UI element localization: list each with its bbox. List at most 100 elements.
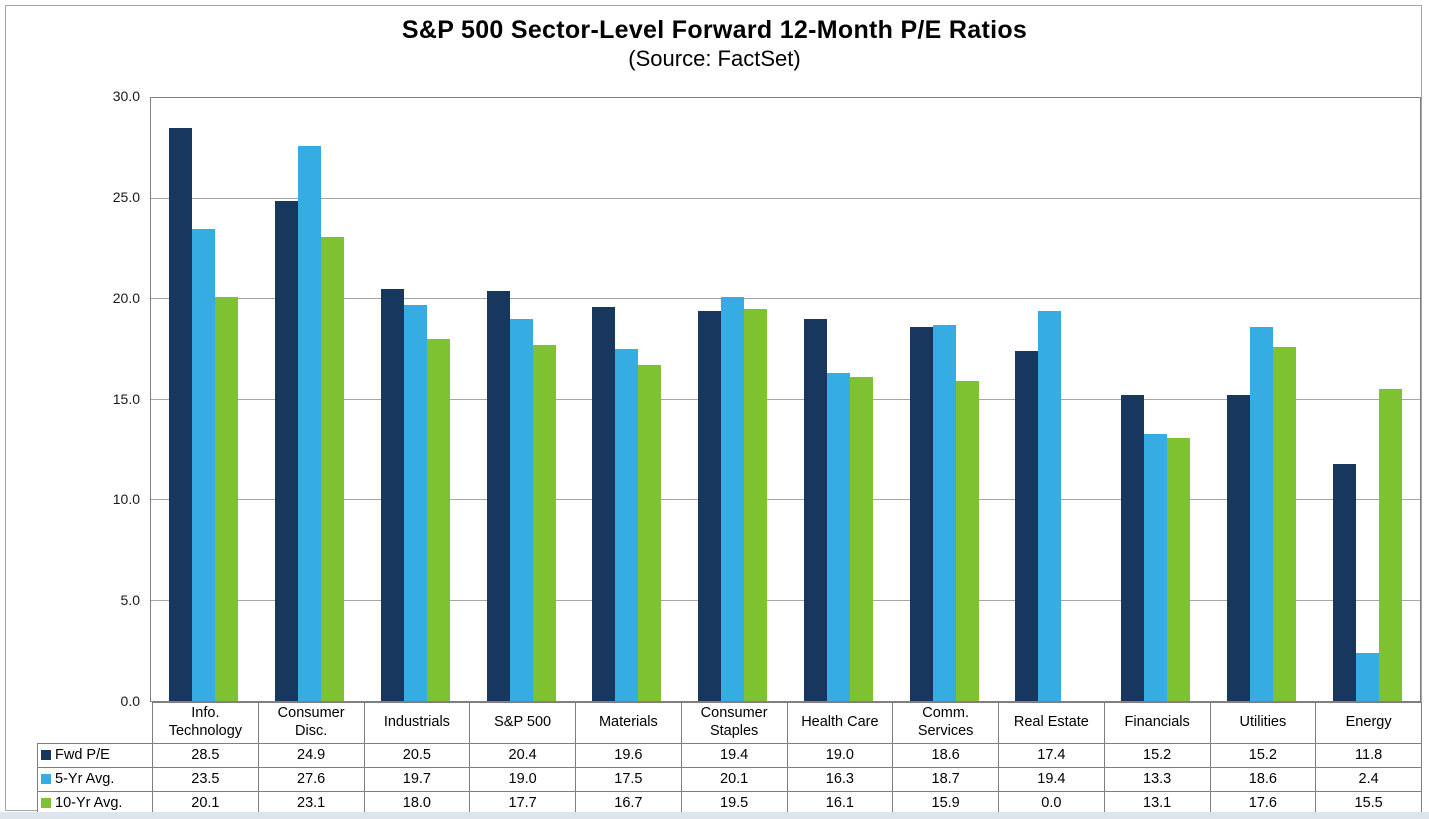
bar-group xyxy=(363,98,469,701)
bar xyxy=(744,309,768,701)
bar xyxy=(909,327,933,701)
bar xyxy=(321,236,345,701)
bar xyxy=(380,288,404,701)
column-header: Utilities xyxy=(1209,702,1317,744)
column-header: Real Estate xyxy=(998,702,1105,744)
gridline xyxy=(151,499,1420,500)
table-cell: 16.3 xyxy=(786,767,894,792)
table-cell: 19.0 xyxy=(786,743,894,768)
bar-group xyxy=(680,98,786,701)
bar xyxy=(426,339,450,701)
bar xyxy=(403,305,427,701)
table-cell: 17.7 xyxy=(469,791,576,816)
bar xyxy=(509,319,533,701)
bar xyxy=(849,377,873,701)
bar xyxy=(1121,395,1145,701)
table-row: Fwd P/E 28.5 24.9 20.5 20.4 19.6 19.4 19.0 18.6 1… xyxy=(37,743,1422,768)
table-cell: 18.0 xyxy=(363,791,471,816)
bar-group xyxy=(151,98,257,701)
bar xyxy=(803,319,827,701)
bar xyxy=(169,128,193,701)
gridline xyxy=(151,197,1420,199)
bar xyxy=(932,325,956,701)
table-header-row: Info. Technology Consumer Disc. Industrial… xyxy=(37,702,1422,744)
bar-group xyxy=(786,98,892,701)
legend-swatch xyxy=(41,749,51,760)
table-cell: 13.3 xyxy=(1103,767,1211,792)
table-cell: 23.1 xyxy=(257,791,365,816)
table-corner-cell xyxy=(37,702,153,744)
row-label: Fwd P/E xyxy=(37,743,153,768)
table-cell: 19.4 xyxy=(680,743,788,768)
table-cell: 11.8 xyxy=(1315,743,1422,768)
bar xyxy=(1249,327,1273,701)
bar xyxy=(638,365,662,701)
column-header: Financials xyxy=(1103,702,1211,744)
column-header: Info. Technology xyxy=(152,702,259,744)
bar xyxy=(721,297,745,701)
column-header: Consumer Disc. xyxy=(257,702,365,744)
bar-group xyxy=(891,98,997,701)
bar xyxy=(826,373,850,701)
bar xyxy=(486,290,510,701)
bar-group xyxy=(1209,98,1315,701)
table-cell: 19.0 xyxy=(469,767,576,792)
chart-subtitle: (Source: FactSet) xyxy=(628,46,801,71)
column-header: Consumer Staples xyxy=(680,702,788,744)
bar-group xyxy=(257,98,363,701)
bar xyxy=(1038,311,1062,701)
table-cell: 19.7 xyxy=(363,767,471,792)
bar-group xyxy=(468,98,574,701)
bar xyxy=(1355,652,1379,701)
column-header: Industrials xyxy=(363,702,471,744)
column-header: Energy xyxy=(1315,702,1422,744)
table-cell: 24.9 xyxy=(257,743,365,768)
bar xyxy=(192,228,216,701)
table-cell: 18.6 xyxy=(892,743,999,768)
gridline xyxy=(151,298,1420,299)
bar-group xyxy=(997,98,1103,701)
column-header: S&P 500 xyxy=(469,702,576,744)
bar xyxy=(1015,351,1039,701)
bar-group xyxy=(574,98,680,701)
bottom-strip xyxy=(0,812,1429,819)
bar-group xyxy=(1314,98,1420,701)
plot-area xyxy=(150,97,1421,702)
bar xyxy=(215,297,239,701)
legend-swatch xyxy=(41,797,51,808)
table-cell: 19.4 xyxy=(998,767,1105,792)
table-cell: 0.0 xyxy=(998,791,1105,816)
column-header: Health Care xyxy=(786,702,894,744)
bar xyxy=(532,345,556,701)
bar xyxy=(275,200,299,701)
column-header: Comm. Services xyxy=(892,702,999,744)
table-cell: 16.1 xyxy=(786,791,894,816)
y-axis-tick-label: 15.0 xyxy=(112,390,140,407)
bar xyxy=(698,311,722,701)
table-cell: 17.5 xyxy=(575,767,682,792)
bar xyxy=(592,307,616,701)
table-cell: 18.6 xyxy=(1209,767,1317,792)
bar xyxy=(1332,463,1356,701)
table-cell: 27.6 xyxy=(257,767,365,792)
y-axis-tick-label: 20.0 xyxy=(112,289,140,306)
table-cell: 20.5 xyxy=(363,743,471,768)
bar xyxy=(298,146,322,701)
bar xyxy=(1167,437,1191,701)
bar-group xyxy=(1103,98,1209,701)
table-cell: 15.5 xyxy=(1315,791,1422,816)
table-cell: 19.5 xyxy=(680,791,788,816)
bar xyxy=(615,349,639,701)
bars-layer xyxy=(151,98,1420,701)
table-cell: 20.4 xyxy=(469,743,576,768)
table-cell: 19.6 xyxy=(575,743,682,768)
table-cell: 20.1 xyxy=(680,767,788,792)
legend-swatch xyxy=(41,773,51,784)
y-axis-tick-label: 5.0 xyxy=(120,592,140,609)
column-header: Materials xyxy=(575,702,682,744)
table-cell: 15.2 xyxy=(1209,743,1317,768)
y-axis-tick-label: 10.0 xyxy=(112,491,140,508)
row-label: 10-Yr Avg. xyxy=(37,791,153,816)
bar xyxy=(1226,395,1250,701)
